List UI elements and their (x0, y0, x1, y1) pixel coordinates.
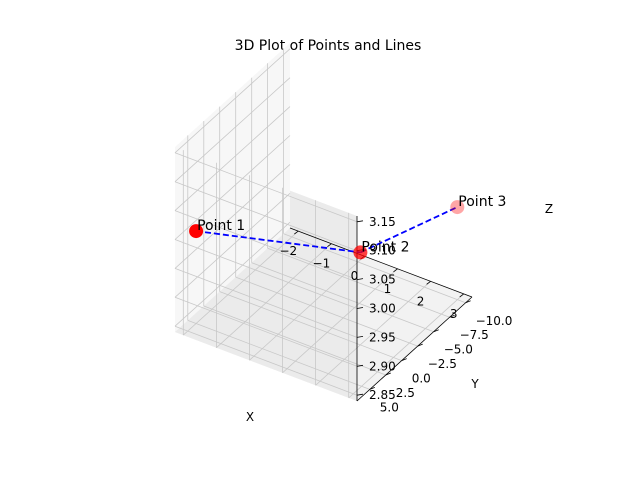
x-tick-mark (393, 268, 398, 273)
y-tick-label: 0.0 (412, 372, 431, 386)
z-tick-label: 3.05 (369, 273, 396, 287)
point-label: Point 3 (458, 194, 506, 210)
z-tick-mark (356, 393, 364, 396)
y-axis-line (356, 296, 473, 402)
y-gridline-floor (203, 305, 386, 376)
y-tick-label: −5.0 (444, 343, 473, 357)
x-tick-mark (294, 230, 299, 235)
gridlines (174, 48, 466, 399)
y-axis-label: Y (470, 377, 479, 391)
data-point-marker (353, 245, 368, 260)
z-tick-label: 3.00 (369, 302, 396, 316)
tick-labels: −2 −1 0 1 2 3 −10.0−7.5−5.0−2.50.02.55.02.85 2.… (279, 215, 512, 415)
y-gridline-floor (251, 262, 434, 333)
x-tick-label: −2 (279, 244, 297, 258)
z-gridline-left (174, 135, 291, 240)
y-tick-label: −2.5 (428, 357, 457, 371)
x-tick-label: 3 (450, 307, 458, 321)
x-tick-mark (426, 280, 431, 285)
x-axis-line (289, 227, 473, 298)
x-axis-label: X (246, 410, 254, 424)
y-tick-mark (417, 343, 423, 347)
z-gridline-back (174, 325, 358, 396)
z-gridline-back (174, 152, 358, 223)
z-axis-label: Z (545, 202, 553, 216)
y-gridline-floor (235, 276, 418, 347)
z-tick-label: 2.85 (369, 388, 396, 402)
connecting-line-segment (195, 230, 361, 254)
z-tick-label: 3.15 (369, 215, 396, 229)
y-gridline-floor (283, 233, 466, 304)
x-gridline-floor (282, 268, 398, 374)
y-tick-mark (369, 387, 375, 390)
z-tick-label: 2.95 (369, 330, 396, 344)
z-gridline-left (174, 221, 291, 327)
z-tick-mark (356, 220, 364, 223)
y-tick-mark (465, 300, 471, 304)
x-gridline-floor (348, 293, 464, 399)
x-tick-label: 0 (351, 269, 359, 283)
point-label: Point 2 (361, 239, 409, 255)
z-gridline-left (174, 48, 291, 154)
y-tick-mark (433, 329, 439, 333)
x-gridline-floor (315, 281, 431, 386)
z-tick-label: 3.10 (369, 244, 396, 258)
z-gridline-left (174, 77, 291, 182)
x-gridline-floor (216, 243, 332, 348)
z-tick-mark (356, 278, 364, 280)
y-tick-mark (449, 314, 455, 318)
y-gridline-floor (219, 291, 402, 361)
z-gridline-left (174, 193, 291, 298)
z-gridline-left (174, 106, 291, 211)
x-tick-label: 1 (384, 282, 392, 296)
z-gridline-back (174, 181, 358, 252)
z-gridline-back (174, 210, 358, 280)
y-gridline-floor (187, 320, 370, 390)
data-series: Point 1 Point 2 Point 3 (189, 194, 506, 260)
y-tick-mark (401, 358, 407, 361)
z-tick-mark (356, 364, 364, 367)
y-gridline-floor (267, 247, 450, 318)
data-point-marker (450, 200, 465, 215)
y-tick-label: 5.0 (380, 400, 399, 414)
z-tick-mark (356, 336, 364, 338)
z-tick-mark (356, 307, 364, 309)
z-gridline-back (174, 239, 358, 309)
y-tick-label: −10.0 (476, 314, 513, 328)
x-tick-label: 2 (417, 294, 425, 308)
x-gridline-floor (183, 230, 299, 336)
y-tick-label: 2.5 (396, 386, 415, 400)
z-gridline-left (174, 164, 291, 269)
y-tick-mark (385, 372, 391, 376)
z-gridline-back (174, 268, 358, 338)
z-gridline-back (174, 296, 358, 367)
x-tick-mark (327, 243, 332, 248)
axis-lines (289, 216, 473, 402)
x-gridline-floor (249, 255, 365, 361)
chart-title: 3D Plot of Points and Lines (235, 38, 422, 54)
y-tick-label: −7.5 (460, 328, 489, 342)
z-tick-label: 2.90 (369, 359, 396, 373)
x-tick-label: −1 (313, 257, 331, 271)
point-label: Point 1 (197, 218, 245, 234)
data-point-marker (189, 224, 204, 239)
x-tick-mark (459, 293, 464, 298)
